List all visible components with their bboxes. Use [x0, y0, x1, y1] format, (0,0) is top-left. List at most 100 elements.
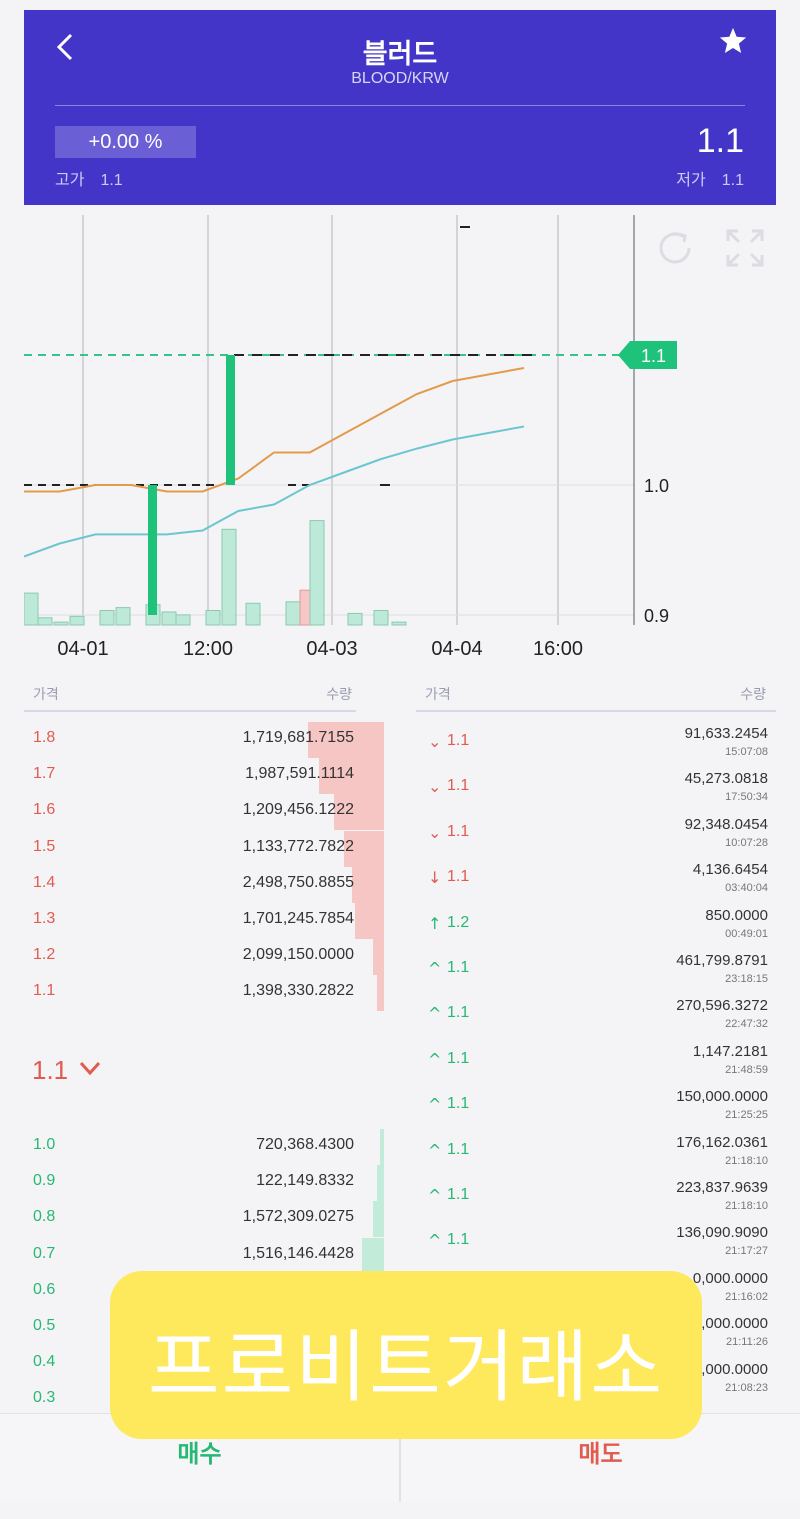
current-price: 1.1 — [696, 122, 744, 160]
back-button[interactable] — [54, 32, 84, 66]
orderbook-price: 0.8 — [33, 1208, 56, 1226]
trade-row: ⌄ 1.1 91,633.2454 15:07:08 — [416, 722, 772, 767]
y-tick-label: 0.9 — [644, 606, 669, 626]
chevron-down-icon — [79, 1061, 101, 1076]
moving-average-line-orange — [24, 367, 525, 493]
volume-bar — [309, 520, 325, 626]
orderbook-qty: 122,149.8332 — [256, 1172, 354, 1190]
trade-row: 0,000.0000 21:16:02 — [416, 1267, 772, 1312]
ask-row[interactable]: 1.6 1,209,456.1222 — [24, 794, 384, 831]
x-tick-label: 04-04 — [431, 638, 482, 660]
ask-row[interactable]: 1.4 2,498,750.8855 — [24, 866, 384, 903]
volume-bar — [115, 607, 131, 626]
bid-row[interactable]: 0.8 1,572,309.0275 — [24, 1201, 384, 1238]
orderbook-qty: 2,498,750.8855 — [242, 873, 354, 891]
trade-qty: 850.0000 — [705, 906, 768, 924]
candle — [226, 355, 235, 485]
expand-button[interactable] — [724, 227, 766, 269]
trade-qty: 0,000.0000 — [692, 1360, 768, 1378]
trade-row: ↓ 1.1 4,136.6454 03:40:04 — [416, 858, 772, 903]
volume-bar — [24, 592, 39, 626]
volume-bar — [161, 611, 177, 626]
orderbook-header: 가격 수량 — [24, 676, 356, 712]
y-tick-label: 1.0 — [644, 476, 669, 496]
x-tick-label: 16:00 — [533, 638, 583, 660]
ask-row[interactable]: 1.5 1,133,772.7822 — [24, 830, 384, 867]
trades-qty-header: 수량 — [740, 687, 766, 703]
orderbook-price: 0.9 — [33, 1172, 56, 1190]
low-value: 1.1 — [721, 172, 744, 189]
ask-row[interactable]: 1.8 1,719,681.7155 — [24, 722, 384, 758]
depth-bar — [377, 975, 384, 1012]
orderbook-price: 1.1 — [33, 982, 56, 1000]
trade-price: 1.1 — [447, 1095, 470, 1113]
buy-button[interactable]: 매수 — [177, 1440, 222, 1468]
sell-button[interactable]: 매도 — [578, 1440, 623, 1468]
depth-bar — [355, 903, 384, 939]
orderbook-price: 1.0 — [33, 1136, 56, 1153]
trade-price: 1.1 — [447, 777, 470, 795]
trade-row: ^ 1.1 176,162.0361 21:18:10 — [416, 1131, 772, 1176]
volume-bar — [99, 610, 115, 626]
trade-qty: 176,162.0361 — [676, 1133, 768, 1151]
orderbook-price: 1.6 — [33, 801, 56, 819]
trade-qty: 0,000.0000 — [692, 1315, 768, 1333]
arrow-up-icon: ^ — [428, 1140, 442, 1160]
trade-qty: 223,837.9639 — [676, 1179, 768, 1196]
trade-row: 0,000.0000 21:08:23 — [416, 1358, 772, 1403]
orderbook-price: 0.5 — [33, 1317, 56, 1334]
expand-icon — [726, 229, 764, 267]
arrow-up-icon: ^ — [428, 1095, 442, 1115]
trades-price-header: 가격 — [425, 687, 451, 703]
orderbook-price: 1.7 — [33, 765, 56, 783]
bottom-divider — [399, 1414, 401, 1502]
header: 블러드 BLOOD/KRW +0.00 % 1.1 고가 1.1 저가 1.1 — [24, 10, 776, 205]
orderbook-price: 0.4 — [33, 1353, 56, 1371]
ask-row[interactable]: 1.1 1,398,330.2822 — [24, 975, 384, 1012]
orderbook-price-header: 가격 — [33, 687, 59, 703]
volume-bar — [69, 615, 85, 626]
price-chart[interactable]: 1.1 1.0 0.9 04-01 12:00 04-03 04-04 16:00 — [24, 215, 776, 665]
trade-time: 21:18:10 — [725, 1200, 768, 1212]
x-tick-label: 04-03 — [306, 638, 357, 660]
change-badge: +0.00 % — [55, 126, 196, 158]
trade-row: ^ 1.1 223,837.9639 21:18:10 — [416, 1176, 772, 1221]
trade-qty: 4,136.6454 — [692, 861, 768, 879]
arrow-down-icon: ↓ — [428, 868, 442, 888]
volume-bar — [221, 528, 237, 626]
star-icon — [719, 27, 747, 53]
orderbook-qty: 1,133,772.7822 — [242, 837, 354, 855]
arrow-down-icon: ⌄ — [428, 777, 442, 797]
trade-time: 21:16:02 — [725, 1290, 768, 1303]
bid-row[interactable]: 1.0 720,368.4300 — [24, 1129, 384, 1165]
orderbook-qty: 1,516,146.4428 — [242, 1244, 354, 1262]
header-divider — [55, 105, 745, 106]
trade-time: 21:48:59 — [725, 1063, 768, 1076]
favorite-button[interactable] — [718, 26, 748, 64]
ask-row[interactable]: 1.7 1,987,591.1114 — [24, 758, 384, 795]
trade-qty: 136,090.9090 — [676, 1224, 768, 1242]
trade-time: 15:07:08 — [725, 746, 768, 758]
volume-bar — [245, 602, 261, 626]
trade-qty: 270,596.3272 — [676, 997, 768, 1015]
bid-row[interactable]: 0.7 1,516,146.4428 — [24, 1237, 384, 1274]
refresh-button[interactable] — [652, 225, 698, 271]
volume-bar — [391, 621, 407, 626]
trade-price: 1.1 — [447, 822, 470, 840]
depth-bar — [344, 830, 384, 867]
depth-bar — [373, 939, 384, 976]
high-value: 1.1 — [100, 172, 123, 189]
trade-time: 10:07:28 — [725, 836, 768, 849]
volume-bar — [37, 617, 53, 626]
ask-row[interactable]: 1.2 2,099,150.0000 — [24, 939, 384, 976]
depth-bar — [380, 1129, 384, 1165]
bid-row[interactable]: 0.9 122,149.8332 — [24, 1165, 384, 1202]
ask-row[interactable]: 1.3 1,701,245.7854 — [24, 903, 384, 939]
orderbook-price: 1.3 — [33, 910, 56, 927]
orderbook-qty: 1,209,456.1222 — [242, 801, 354, 819]
volume-bar — [347, 612, 363, 626]
depth-bar — [373, 1201, 384, 1238]
market-pair: BLOOD/KRW — [351, 70, 449, 87]
volume-bar — [373, 610, 389, 626]
